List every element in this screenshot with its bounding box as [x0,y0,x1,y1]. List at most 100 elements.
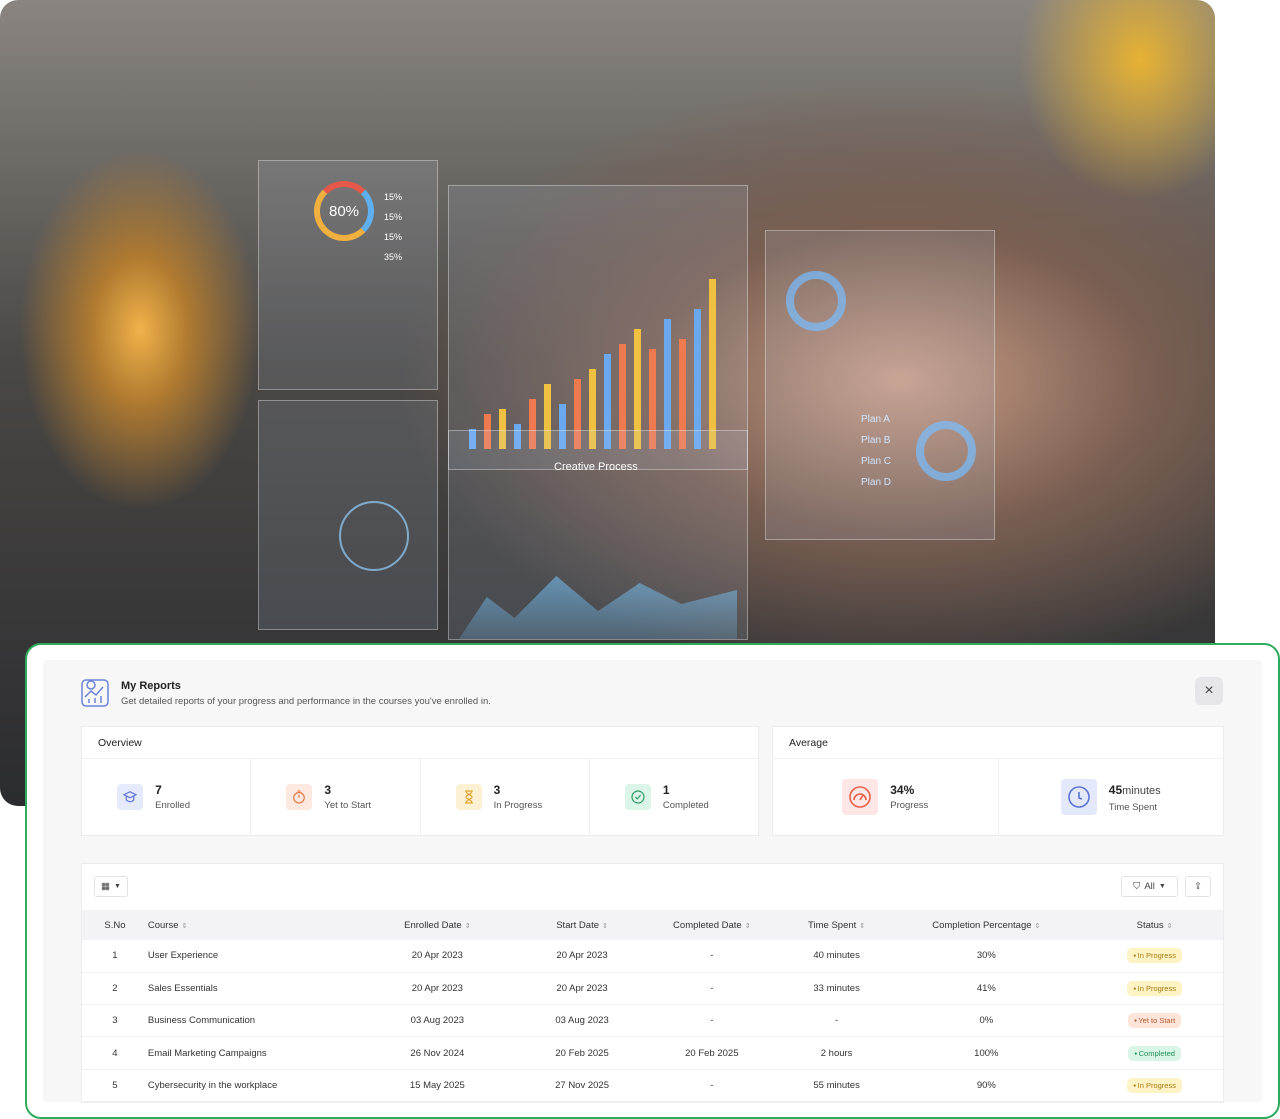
avg-time-value: 45 [1108,783,1123,797]
table-cell: 20 Apr 2023 [347,972,528,1006]
column-header[interactable]: Completion Percentage ⇕ [886,910,1087,940]
avg-progress-value: 34% [890,783,915,797]
holo-panel-process: Creative Process [448,430,748,640]
column-header[interactable]: Time Spent ⇕ [786,910,887,940]
chevron-down-icon: ▼ [1158,883,1166,890]
overview-stat: 3 In Progress [421,759,590,835]
table-cell: 26 Nov 2024 [347,1036,528,1070]
sort-icon[interactable]: ⇕ [181,922,188,930]
status-badge: In Progress [1127,1077,1182,1093]
table-cell: - [636,940,787,973]
table-cell: 20 Apr 2023 [347,940,528,973]
avg-time: 45minutes Time Spent [999,759,1224,835]
stat-label: Yet to Start [324,800,372,811]
column-header-label: Course [147,919,179,931]
table-cell: 2 [82,972,148,1006]
column-header[interactable]: Status ⇕ [1086,910,1223,940]
check-badge-icon [624,784,651,810]
table-cell: 41% [886,972,1087,1006]
holo-panel-plans: Plan A Plan B Plan C Plan D [765,230,995,540]
average-title: Average [773,727,1223,759]
column-header[interactable]: Start Date ⇕ [527,910,637,940]
stat-value: 3 [493,783,501,797]
table-cell: 55 minutes [786,1069,887,1102]
table-row: 4 Email Marketing Campaigns 26 Nov 2024 20 … [82,1036,1223,1070]
table-cell: 20 Apr 2023 [527,972,637,1006]
column-header-label: S.No [104,919,126,931]
table-cell: - [636,1069,787,1102]
stat-label: Enrolled [155,800,190,811]
table-cell: 1 [82,940,148,973]
reports-table: S.No Course ⇕ Enrolled Date ⇕ Start Date ⇕ Comp… [82,910,1223,1102]
upload-icon: ⇪ [1194,881,1202,892]
column-header-label: Status [1136,919,1164,931]
table-row: 5 Cybersecurity in the workplace 15 May 20… [82,1069,1223,1102]
sort-icon[interactable]: ⇕ [744,922,751,930]
export-button[interactable]: ⇪ [1185,876,1211,897]
status-badge: In Progress [1127,980,1182,996]
column-header-label: Completed Date [673,919,742,931]
reports-panel: My Reports Get detailed reports of your … [43,660,1262,1103]
table-icon: ▦ [101,881,111,892]
table-cell: 2 hours [786,1036,887,1070]
sort-icon[interactable]: ⇕ [464,922,471,930]
overview-stat: 7 Enrolled [82,759,252,835]
table-cell: 3 [82,1004,148,1038]
avg-time-unit: minutes [1122,785,1161,797]
avg-progress: 34% Progress [773,759,999,835]
close-button[interactable]: × [1195,677,1223,705]
holo-panel-bars [448,185,748,470]
sort-icon[interactable]: ⇕ [1034,922,1041,930]
holo-panel-network [258,400,438,630]
column-header[interactable]: Course ⇕ [147,910,348,940]
sort-icon[interactable]: ⇕ [602,922,608,930]
table-cell: Email Marketing Campaigns [147,1036,348,1070]
table-cell: 5 [82,1069,148,1102]
reports-table-section: ▦ ▼ ⛉ All ▼ ⇪ S.No Course ⇕ Enrolled Date ⇕ Star… [81,863,1224,1103]
table-cell: 20 Feb 2025 [636,1036,787,1070]
table-cell: Sales Essentials [147,972,348,1006]
avg-time-label: Time Spent [1108,802,1158,813]
reports-card: My Reports Get detailed reports of your … [25,643,1280,1119]
filter-icon: ⛉ [1133,881,1141,892]
table-cell: 15 May 2025 [347,1069,528,1102]
status-badge: Yet to Start [1127,1013,1182,1029]
hero-photo: 80% 15% 15% 15% 35% C [0,0,1215,806]
overview-title: Overview [82,727,758,759]
table-cell: 4 [82,1036,148,1070]
table-row: 2 Sales Essentials 20 Apr 2023 20 Apr 2023-… [82,972,1223,1006]
speedometer-icon [842,779,879,815]
table-cell: User Experience [147,940,348,973]
graduation-cap-icon [117,784,144,810]
ring-label: 15% [384,192,403,202]
column-header-label: Time Spent [808,919,857,931]
table-cell: Business Communication [147,1004,348,1038]
column-header-label: Start Date [556,919,599,931]
stat-value: 7 [155,783,162,797]
plan-label: Plan C [861,456,892,467]
table-cell: Cybersecurity in the workplace [147,1069,348,1102]
filter-dropdown[interactable]: ⛉ All ▼ [1121,876,1178,897]
sort-icon[interactable]: ⇕ [1166,922,1173,930]
table-cell: 20 Apr 2023 [527,940,637,973]
table-cell: 27 Nov 2025 [527,1069,637,1102]
stat-value: 1 [662,783,670,797]
table-row: 3 Business Communication 03 Aug 2023 03 Aug… [82,1004,1223,1038]
table-cell: 40 minutes [786,940,887,973]
table-cell: 30% [886,940,1087,973]
ring-label: 15% [384,212,403,222]
stat-label: Completed [662,800,709,811]
average-section: Average 34% Progress 45minutes Time Spent [772,726,1224,836]
sort-icon[interactable]: ⇕ [859,922,866,930]
hourglass-icon [455,784,482,810]
column-view-button[interactable]: ▦ ▼ [94,876,128,897]
close-icon: × [1204,682,1214,699]
ring-label: 15% [384,232,403,242]
avg-progress-label: Progress [890,800,929,811]
column-header[interactable]: Enrolled Date ⇕ [347,910,528,940]
page-title: My Reports [121,680,181,692]
ring-label: 35% [384,252,403,262]
plan-label: Plan B [861,435,891,446]
column-header[interactable]: Completed Date ⇕ [636,910,787,940]
column-header: S.No [82,910,148,940]
